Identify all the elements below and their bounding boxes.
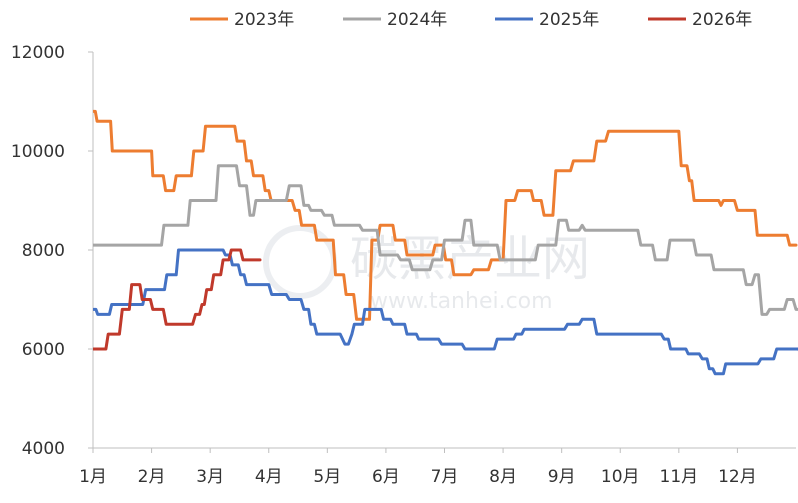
y-tick-label: 4000 xyxy=(22,439,65,459)
legend-label: 2023年 xyxy=(234,10,294,30)
x-tick-label: 11月 xyxy=(660,467,699,487)
legend-label: 2024年 xyxy=(387,10,447,30)
axes: 4000 6000 8000 10000 12000 1月 2月 3月 4月 5月 6月 7月 8月 9月… xyxy=(11,43,796,487)
series-line-3 xyxy=(93,248,798,376)
x-tick-label: 3月 xyxy=(196,467,224,487)
series-line-1 xyxy=(93,109,798,321)
x-tick-label: 6月 xyxy=(372,467,400,487)
y-tick-label: 12000 xyxy=(11,43,65,63)
y-tick-label: 10000 xyxy=(11,142,65,162)
x-tick-label: 8月 xyxy=(489,467,517,487)
x-tick-label: 9月 xyxy=(548,467,576,487)
series-line-2 xyxy=(93,164,798,316)
watermark: 碳黑产业网 www.tanhei.com xyxy=(263,225,590,314)
x-tick-label: 12月 xyxy=(718,467,757,487)
watermark-url: www.tanhei.com xyxy=(370,289,553,314)
x-tick-label: 2月 xyxy=(138,467,166,487)
x-tick-label: 4月 xyxy=(255,467,283,487)
series-line-4 xyxy=(93,248,262,351)
legend: 2023年 2024年 2025年 2026年 xyxy=(190,10,752,30)
plot-lines xyxy=(93,109,798,376)
watermark-text: 碳黑产业网 xyxy=(350,231,590,287)
x-tick-label: 7月 xyxy=(431,467,459,487)
x-tick-label: 10月 xyxy=(601,467,640,487)
y-tick-label: 6000 xyxy=(22,340,65,360)
x-tick-label: 5月 xyxy=(313,467,341,487)
watermark-logo-icon xyxy=(263,225,337,299)
legend-label: 2026年 xyxy=(692,10,752,30)
y-tick-label: 8000 xyxy=(22,241,65,261)
x-tick-label: 1月 xyxy=(79,467,107,487)
legend-label: 2025年 xyxy=(539,10,599,30)
